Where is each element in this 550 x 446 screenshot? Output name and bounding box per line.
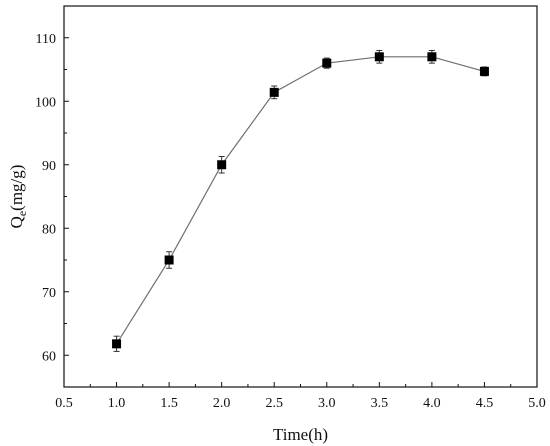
x-tick-label: 2.0 xyxy=(213,396,231,411)
data-point-marker xyxy=(479,66,489,76)
data-point-marker xyxy=(112,339,122,349)
x-axis-label: Time(h) xyxy=(273,425,328,444)
labels-layer: Time(h) Qe(mg/g) xyxy=(7,165,328,444)
data-point-marker xyxy=(269,87,279,97)
x-tick-label: 0.5 xyxy=(55,396,73,411)
x-tick-label: 3.0 xyxy=(318,396,336,411)
y-tick-label: 100 xyxy=(35,95,56,110)
x-tick-label: 1.0 xyxy=(108,396,126,411)
data-point-marker xyxy=(217,160,227,170)
series-line xyxy=(116,56,485,345)
data-point-marker xyxy=(164,255,174,265)
series-layer xyxy=(112,49,489,352)
x-tick-label: 3.5 xyxy=(371,396,389,411)
y-tick-label: 90 xyxy=(42,159,56,174)
data-point-marker xyxy=(322,58,332,68)
y-axis-label-subscript: e xyxy=(15,211,29,216)
y-tick-label: 60 xyxy=(42,349,56,364)
axes-layer: 0.5 1.0 1.5 2.0 2.5 3.0 3.5 4.0 4.5 5.0 60 70 80 90 10… xyxy=(35,5,546,411)
x-tick-label: 2.5 xyxy=(265,396,283,411)
x-tick-label: 5.0 xyxy=(528,396,546,411)
x-tick-label: 4.5 xyxy=(476,396,494,411)
data-point-marker xyxy=(374,52,384,62)
x-tick-label: 1.5 xyxy=(160,396,178,411)
y-axis-label-main: Q xyxy=(7,216,26,228)
y-axis-label: Qe(mg/g) xyxy=(7,165,29,229)
y-tick-label: 80 xyxy=(42,222,56,237)
data-point-marker xyxy=(427,52,437,62)
y-axis-label-units: (mg/g) xyxy=(7,165,26,211)
x-tick-label: 4.0 xyxy=(423,396,441,411)
y-tick-label: 110 xyxy=(36,32,56,47)
plot-frame xyxy=(63,5,538,388)
y-tick-label: 70 xyxy=(42,286,56,301)
